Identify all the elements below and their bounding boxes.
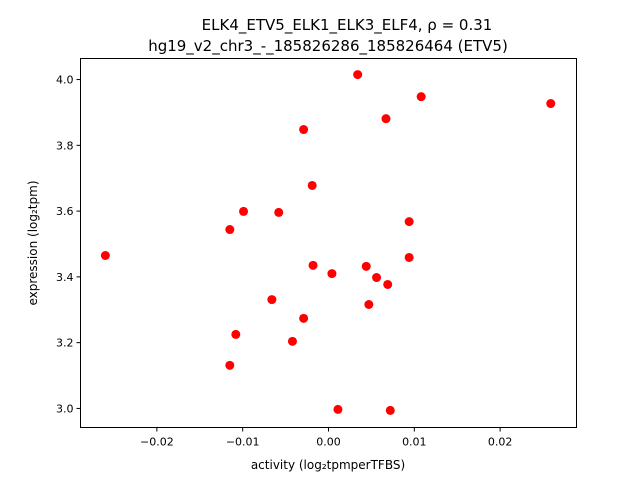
data-point [100, 250, 110, 260]
data-point [225, 360, 235, 370]
data-point [383, 279, 393, 289]
data-point [364, 300, 374, 309]
data-point [385, 405, 395, 415]
data-point [353, 70, 363, 80]
data-point [361, 261, 371, 271]
data-point [416, 92, 426, 102]
x-tick-label: 0.01 [402, 436, 427, 449]
data-point [333, 404, 343, 414]
data-point [299, 313, 309, 323]
data-point [239, 206, 249, 216]
data-point [546, 99, 556, 109]
x-tick-label: 0.02 [488, 436, 513, 449]
data-point [327, 269, 337, 279]
data-point [267, 295, 277, 305]
chart-title-line2: hg19_v2_chr3_-_185826286_185826464 (ETV5… [148, 37, 508, 56]
y-tick-label: 3.4 [56, 271, 74, 284]
data-point [299, 125, 309, 135]
x-tick-label: 0.00 [316, 436, 341, 449]
y-tick-label: 3.6 [56, 205, 74, 218]
data-point [225, 225, 235, 235]
y-tick-label: 4.0 [56, 74, 74, 87]
data-point [381, 114, 391, 124]
data-point [307, 180, 317, 190]
plot-area-frame [80, 58, 577, 428]
data-point [404, 252, 414, 262]
data-point [287, 336, 297, 346]
x-tick-label: −0.01 [226, 436, 260, 449]
y-tick-label: 3.8 [56, 139, 74, 152]
data-point [404, 217, 414, 227]
y-axis-label: expression (log₂tpm) [26, 180, 40, 305]
data-point [308, 260, 318, 270]
y-tick-label: 3.0 [56, 402, 74, 415]
data-point [274, 207, 284, 217]
data-point [372, 273, 382, 283]
y-tick-label: 3.2 [56, 337, 74, 350]
data-point [231, 329, 241, 339]
x-tick-label: −0.02 [140, 436, 174, 449]
x-axis-label: activity (log₂tpmperTFBS) [251, 458, 405, 472]
chart-title-line1: ELK4_ETV5_ELK1_ELK3_ELF4, ρ = 0.31 [202, 16, 493, 35]
